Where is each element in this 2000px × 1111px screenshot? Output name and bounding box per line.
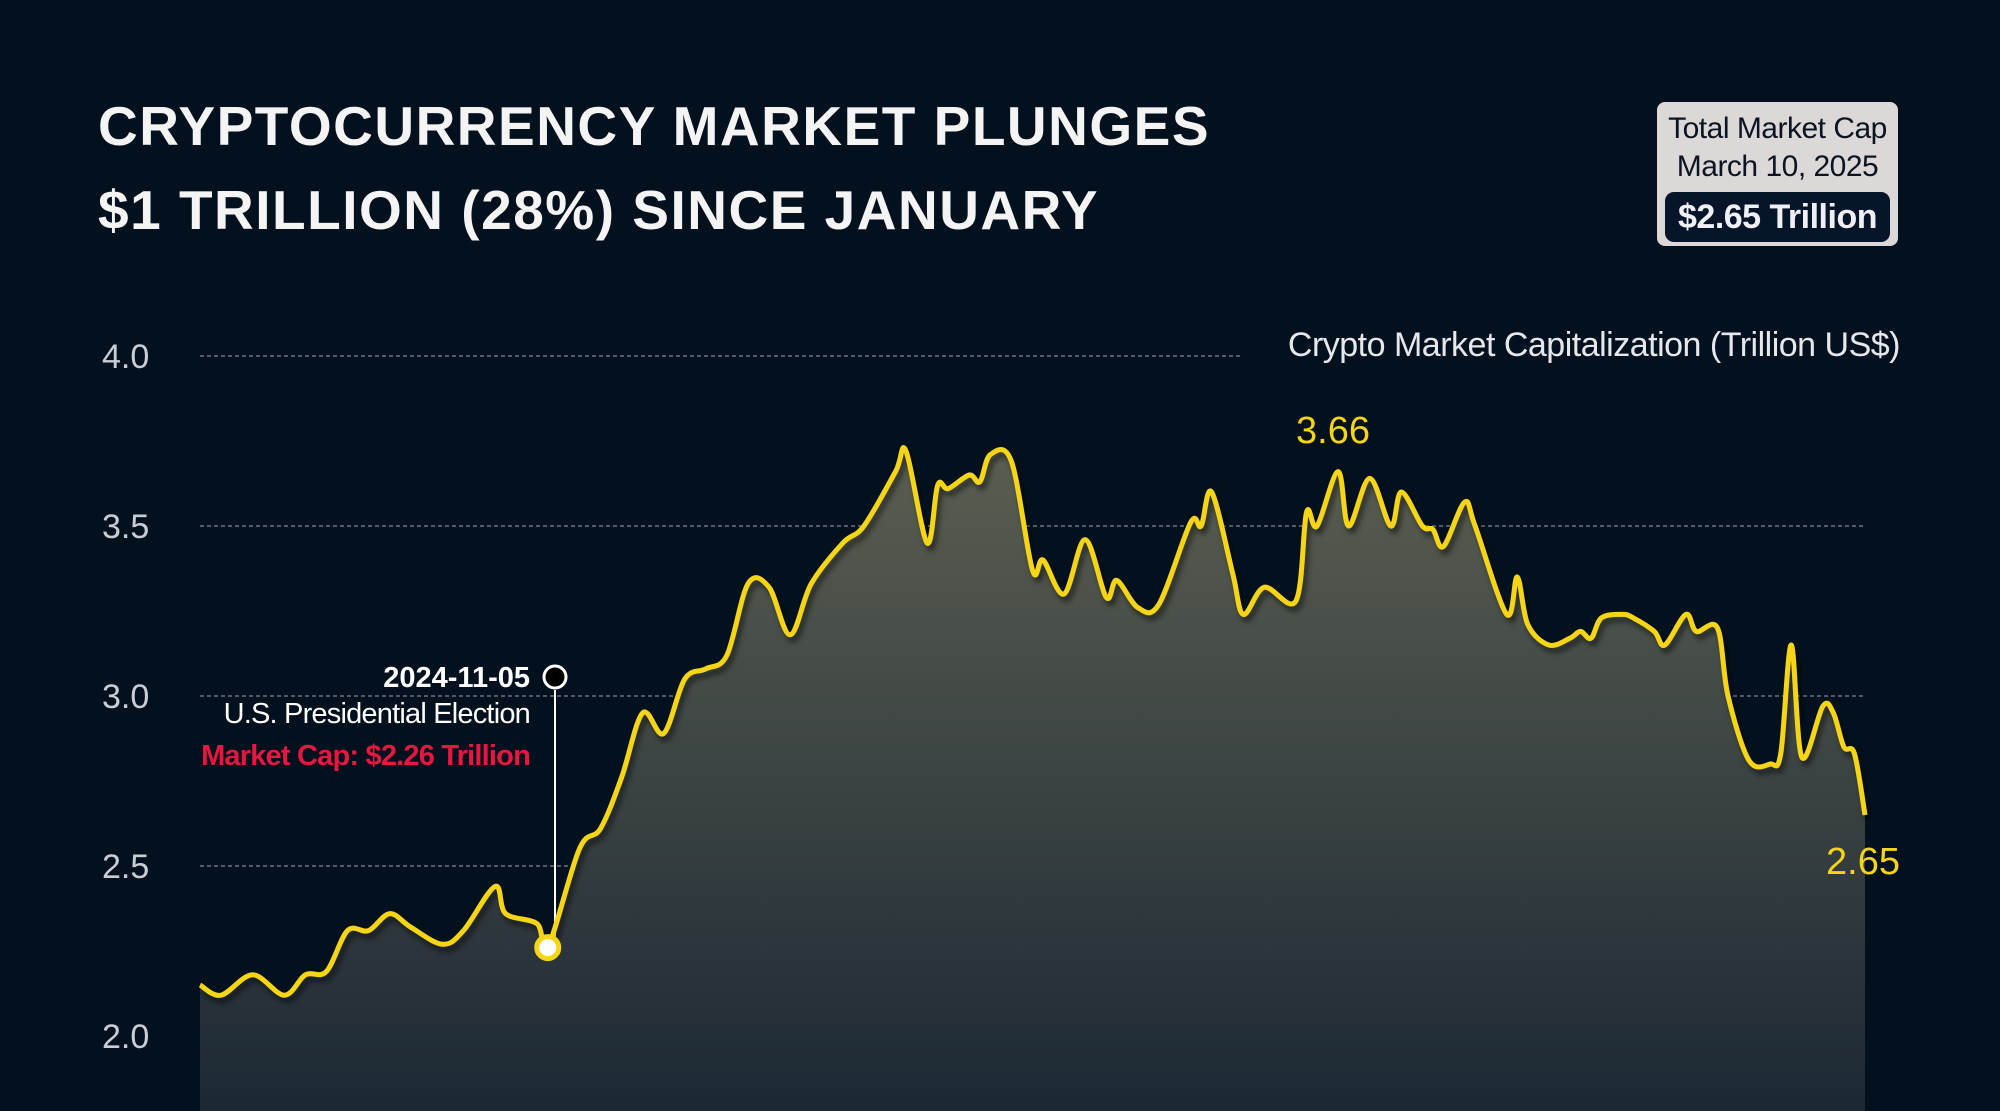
annotation-event: U.S. Presidential Election: [224, 698, 530, 730]
y-tick-label: 2.5: [102, 848, 149, 886]
peak-value-label: 3.66: [1296, 410, 1370, 452]
info-box-value: $2.65 Trillion: [1665, 192, 1890, 242]
annotation-marker-icon: [542, 664, 568, 690]
election-data-point: [534, 934, 562, 962]
area-fill: [200, 447, 1865, 1111]
info-box-date: March 10, 2025: [1676, 150, 1879, 183]
series-label: Crypto Market Capitalization (Trillion U…: [1288, 326, 1900, 364]
info-box-label: Total Market Cap: [1668, 112, 1887, 145]
annotation-date: 2024-11-05: [383, 662, 530, 694]
title-line-2: $1 Trillion (28%) Since January: [98, 179, 1099, 241]
total-market-cap-box: Total Market Cap March 10, 2025 $2.65 Tr…: [1657, 102, 1898, 246]
market-cap-line: [198, 445, 1868, 998]
annotation-market-cap: Market Cap: $2.26 Trillion: [201, 740, 530, 772]
title-line-1: Cryptocurrency Market Plunges: [98, 95, 1211, 157]
y-axis: 2.0 2.5 3.0 3.5 4.0: [102, 338, 149, 1056]
y-tick-label: 3.0: [102, 678, 149, 716]
y-tick-label: 3.5: [102, 508, 149, 546]
y-tick-label: 2.0: [102, 1018, 149, 1056]
end-value-label: 2.65: [1826, 841, 1900, 883]
y-tick-label: 4.0: [102, 338, 149, 376]
